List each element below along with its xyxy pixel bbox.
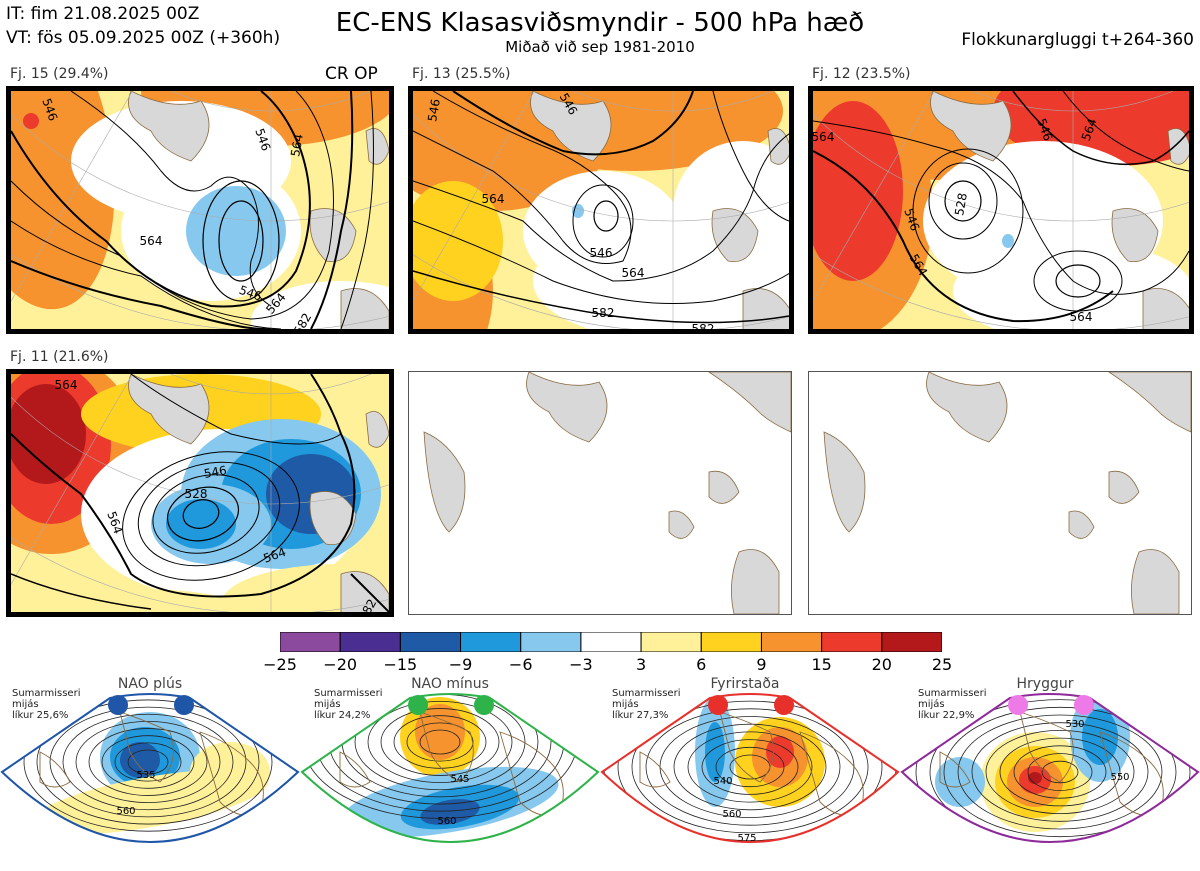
contour-label: 564: [482, 192, 505, 206]
contour-label: 546: [425, 98, 443, 123]
contour-label: 546: [203, 463, 228, 481]
contour-label: 564: [55, 378, 78, 392]
colorbar-swatch: [821, 631, 883, 653]
regime-dot: [474, 695, 494, 715]
colorbar-tick-label: −3: [569, 655, 593, 674]
cluster-map-4: 564 546 528 564 564 582: [6, 369, 394, 617]
colorbar-tick-label: 25: [931, 655, 953, 674]
empty-map-5: [408, 371, 792, 615]
regime-contour-label: 560: [722, 809, 741, 820]
colorbar-tick-label: −9: [448, 655, 473, 674]
regime-contour-label: 575: [1090, 836, 1109, 847]
page-title: EC-ENS Klasasviðsmyndir - 500 hPa hæð: [335, 8, 865, 38]
colorbar-tick-label: −6: [508, 655, 533, 674]
contour-label: 564: [140, 234, 163, 248]
regime-ridge: 530 550 575: [900, 672, 1200, 871]
colorbar-tick-label: −15: [383, 655, 418, 674]
contour-label: 564: [622, 266, 645, 280]
panel-2-label: Fj. 13 (25.5%): [412, 66, 511, 82]
contour-label: 528: [185, 487, 208, 501]
regime-nao-plus: 535 560: [0, 672, 300, 871]
regime-outline: [600, 693, 900, 843]
regime-nao-minus: 545 560 575: [300, 672, 600, 871]
colorbar-swatch: [580, 631, 642, 653]
cluster-map-1: 546 546 564 564 546 564 582: [6, 86, 394, 334]
regime-contour-label: 560: [437, 816, 456, 827]
regime-dot: [1008, 695, 1028, 715]
panel-1-label: Fj. 15 (29.4%): [10, 66, 109, 82]
colorbar-swatch: [460, 631, 522, 653]
colorbar-swatch: [760, 631, 823, 653]
regime-outline: [0, 693, 300, 843]
page-subtitle: Miðað við sep 1981-2010: [505, 38, 695, 56]
regime-outline: [300, 693, 600, 843]
colorbar-swatch: [700, 631, 762, 653]
colorbar-tick-label: −25: [263, 655, 297, 674]
contour-label: 564: [1070, 310, 1093, 324]
colorbar-swatch: [399, 631, 462, 653]
regime-contour-label: 545: [450, 774, 469, 785]
regime-outline: [900, 693, 1200, 843]
regime-contour-label: 575: [737, 833, 756, 844]
contour-label: 546: [590, 246, 613, 260]
panel-3-label: Fj. 12 (23.5%): [812, 66, 911, 82]
regime-2-name: NAO mínus: [411, 676, 489, 692]
colorbar-tick-label: 9: [756, 655, 767, 674]
regime-dot: [774, 695, 794, 715]
panel-4-label: Fj. 11 (21.6%): [10, 349, 109, 365]
regime-dot: [408, 695, 428, 715]
contour-label: 564: [288, 133, 306, 158]
contour-label: 582: [692, 322, 715, 329]
regime-contour-label: 560: [116, 806, 135, 817]
control-run-badge: CR OP: [325, 64, 378, 84]
cluster-map-2: 546 546 564 546 564 582 582: [408, 86, 794, 334]
regime-1-name: NAO plús: [117, 676, 183, 692]
initial-time: IT: fim 21.08.2025 00Z: [6, 4, 200, 24]
regime-1-climatology: Sumarmisseri mijás líkur 25,6%: [12, 688, 81, 721]
cluster-map-3: 564 546 528 546 564 564 564: [808, 86, 1194, 334]
regime-contour-label: 550: [1110, 772, 1129, 783]
regime-contour-label: 540: [713, 776, 732, 787]
valid-time: VT: fös 05.09.2025 00Z (+360h): [6, 28, 281, 48]
regime-3-climatology: Sumarmisseri mijás líkur 27,3%: [612, 688, 681, 721]
regime-dot: [1074, 695, 1094, 715]
regime-contour-label: 575: [447, 850, 466, 861]
colorbar-swatch: [640, 631, 702, 653]
classification-window: Flokkunargluggi t+264-360: [961, 30, 1194, 50]
regime-blocking: 540 560 575: [600, 672, 900, 871]
contour-label: 528: [952, 192, 970, 217]
regime-2-climatology: Sumarmisseri mijás líkur 24,2%: [314, 688, 383, 721]
regime-dot: [708, 695, 728, 715]
colorbar-swatch: [881, 631, 943, 653]
regime-4-name: Hryggur: [1016, 676, 1074, 692]
regime-4-climatology: Sumarmisseri mijás líkur 22,9%: [918, 688, 987, 721]
colorbar-tick-label: 3: [635, 655, 647, 674]
regime-dot: [174, 695, 194, 715]
colorbar-tick-label: 15: [811, 655, 832, 674]
empty-map-6: [808, 371, 1192, 615]
colorbar-swatch: [279, 631, 341, 653]
contour-label: 564: [813, 130, 834, 144]
regime-contour-label: 535: [136, 770, 155, 781]
colorbar-tick-label: 6: [696, 655, 707, 674]
regime-3-name: Fyrirstaða: [710, 676, 780, 692]
contour-label: 582: [592, 306, 615, 320]
regime-contour-label: 530: [1065, 719, 1084, 730]
colorbar-swatch: [520, 631, 582, 653]
colorbar-swatch: [339, 631, 401, 653]
colorbar-tick-label: 20: [871, 655, 892, 674]
colorbar-tick-label: −20: [323, 655, 358, 674]
regime-dot: [108, 695, 128, 715]
anomaly-colorbar: [279, 631, 943, 653]
